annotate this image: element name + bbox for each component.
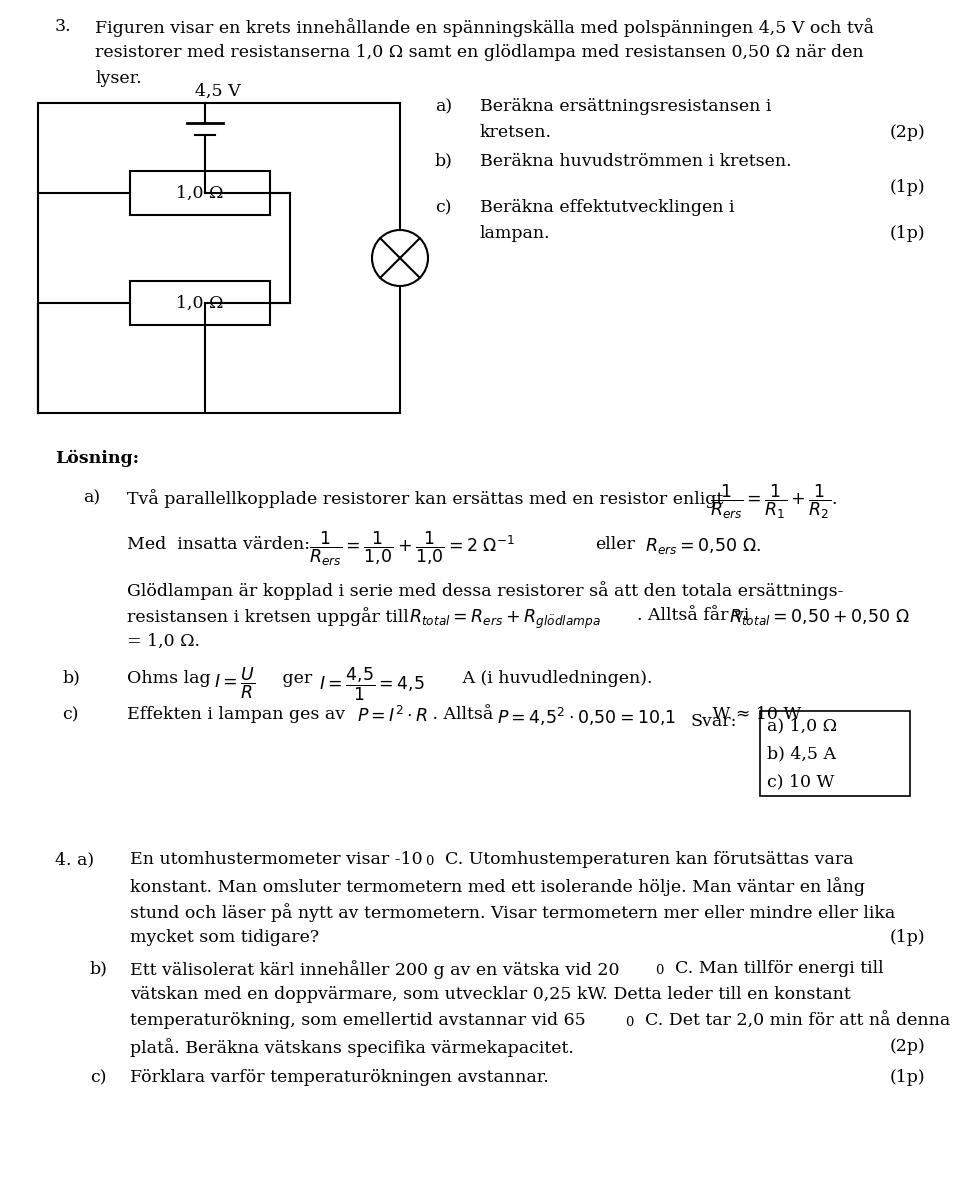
Text: vätskan med en doppvärmare, som utvecklar 0,25 kW. Detta leder till en konstant: vätskan med en doppvärmare, som utveckla…: [130, 986, 851, 1004]
Text: (1p): (1p): [889, 226, 925, 242]
Text: $R_{total} = R_{ers} + R_{gl\ddot{o}dlampa}$: $R_{total} = R_{ers} + R_{gl\ddot{o}dlam…: [409, 607, 601, 631]
Text: c): c): [435, 200, 451, 216]
Text: 1,0 Ω: 1,0 Ω: [177, 295, 224, 311]
FancyBboxPatch shape: [130, 282, 270, 326]
Text: eller: eller: [595, 536, 635, 552]
Text: $\dfrac{1}{R_{ers}} = \dfrac{1}{1{,}0} + \dfrac{1}{1{,}0} = 2\ \Omega^{-1}$: $\dfrac{1}{R_{ers}} = \dfrac{1}{1{,}0} +…: [309, 530, 516, 568]
Text: mycket som tidigare?: mycket som tidigare?: [130, 929, 319, 946]
Text: $P = 4{,}5^2 \cdot 0{,}50 = 10{,}1$: $P = 4{,}5^2 \cdot 0{,}50 = 10{,}1$: [497, 706, 676, 728]
Text: 4. a): 4. a): [55, 851, 94, 868]
Text: $\dfrac{1}{R_{ers}} = \dfrac{1}{R_1} + \dfrac{1}{R_2}$.: $\dfrac{1}{R_{ers}} = \dfrac{1}{R_1} + \…: [710, 484, 837, 522]
Text: b): b): [62, 670, 80, 687]
Text: kretsen.: kretsen.: [480, 124, 552, 141]
Text: a): a): [435, 97, 452, 115]
Text: 0: 0: [625, 1016, 634, 1029]
Text: 3.: 3.: [55, 18, 72, 34]
Text: $I = \dfrac{4{,}5}{1} = 4{,}5$: $I = \dfrac{4{,}5}{1} = 4{,}5$: [319, 665, 424, 703]
Text: c): c): [90, 1069, 107, 1087]
Text: $I = \dfrac{U}{R}$: $I = \dfrac{U}{R}$: [214, 665, 255, 701]
Text: Beräkna effektutvecklingen i: Beräkna effektutvecklingen i: [480, 200, 734, 216]
Text: $R_{ers} = 0{,}50\ \Omega$.: $R_{ers} = 0{,}50\ \Omega$.: [645, 536, 761, 556]
Text: Med  insatta värden:: Med insatta värden:: [127, 536, 310, 552]
Text: Glödlampan är kopplad i serie med dessa resistorer så att den totala ersättnings: Glödlampan är kopplad i serie med dessa …: [127, 581, 844, 600]
Text: b) 4,5 A: b) 4,5 A: [767, 745, 836, 762]
Text: 0: 0: [655, 965, 663, 978]
Text: b): b): [435, 152, 453, 170]
Text: ger: ger: [277, 670, 318, 687]
Text: C. Utomhustemperaturen kan förutsättas vara: C. Utomhustemperaturen kan förutsättas v…: [445, 851, 853, 868]
Text: A (i huvudledningen).: A (i huvudledningen).: [457, 670, 653, 687]
Text: Två parallellkopplade resistorer kan ersättas med en resistor enligt: Två parallellkopplade resistorer kan ers…: [127, 489, 723, 508]
Text: resistorer med resistanserna 1,0 Ω samt en glödlampa med resistansen 0,50 Ω när : resistorer med resistanserna 1,0 Ω samt …: [95, 44, 864, 61]
Text: Förklara varför temperaturökningen avstannar.: Förklara varför temperaturökningen avsta…: [130, 1069, 549, 1087]
Text: Beräkna ersättningsresistansen i: Beräkna ersättningsresistansen i: [480, 97, 772, 115]
Text: W ≈ 10 W: W ≈ 10 W: [707, 706, 802, 723]
Text: stund och läser på nytt av termometern. Visar termometern mer eller mindre eller: stund och läser på nytt av termometern. …: [130, 903, 896, 922]
Text: 0: 0: [425, 855, 433, 868]
Text: b): b): [90, 960, 108, 978]
Text: (1p): (1p): [889, 929, 925, 946]
Text: (1p): (1p): [889, 178, 925, 196]
Text: En utomhustermometer visar -10: En utomhustermometer visar -10: [130, 851, 428, 868]
Text: Svar:: Svar:: [690, 713, 736, 731]
FancyBboxPatch shape: [760, 712, 910, 796]
Text: konstant. Man omsluter termometern med ett isolerande hölje. Man väntar en lång: konstant. Man omsluter termometern med e…: [130, 877, 865, 896]
Text: Effekten i lampan ges av: Effekten i lampan ges av: [127, 706, 350, 723]
Text: lampan.: lampan.: [480, 226, 551, 242]
Text: Ett välisolerat kärl innehåller 200 g av en vätska vid 20: Ett välisolerat kärl innehåller 200 g av…: [130, 960, 625, 979]
Text: c) 10 W: c) 10 W: [767, 773, 834, 790]
Text: c): c): [62, 706, 79, 723]
Text: a) 1,0 Ω: a) 1,0 Ω: [767, 718, 837, 734]
Text: a): a): [83, 489, 100, 506]
Text: . Alltså får vi: . Alltså får vi: [637, 607, 755, 625]
Text: $P = I^2 \cdot R$: $P = I^2 \cdot R$: [357, 706, 428, 726]
Text: = 1,0 Ω.: = 1,0 Ω.: [127, 633, 200, 650]
Text: 1,0 Ω: 1,0 Ω: [177, 184, 224, 202]
FancyBboxPatch shape: [130, 171, 270, 215]
Text: (2p): (2p): [889, 124, 925, 141]
Text: 4,5 V: 4,5 V: [195, 83, 241, 100]
Text: (1p): (1p): [889, 1069, 925, 1087]
Text: resistansen i kretsen uppgår till: resistansen i kretsen uppgår till: [127, 607, 415, 626]
Text: C. Man tillför energi till: C. Man tillför energi till: [675, 960, 883, 978]
Text: $R_{total} = 0{,}50 + 0{,}50\ \Omega$: $R_{total} = 0{,}50 + 0{,}50\ \Omega$: [729, 607, 910, 627]
Text: Figuren visar en krets innehållande en spänningskälla med polspänningen 4,5 V oc: Figuren visar en krets innehållande en s…: [95, 18, 874, 37]
Text: . Alltså: . Alltså: [427, 706, 499, 723]
Text: Ohms lag: Ohms lag: [127, 670, 216, 687]
Text: C. Det tar 2,0 min för att nå denna: C. Det tar 2,0 min för att nå denna: [645, 1012, 950, 1029]
Text: (2p): (2p): [889, 1038, 925, 1055]
Text: lyser.: lyser.: [95, 70, 142, 87]
Text: platå. Beräkna vätskans specifika värmekapacitet.: platå. Beräkna vätskans specifika värmek…: [130, 1038, 574, 1057]
Text: temperaturökning, som emellertid avstannar vid 65: temperaturökning, som emellertid avstann…: [130, 1012, 591, 1029]
Text: Beräkna huvudströmmen i kretsen.: Beräkna huvudströmmen i kretsen.: [480, 152, 792, 170]
Text: Lösning:: Lösning:: [55, 450, 139, 467]
